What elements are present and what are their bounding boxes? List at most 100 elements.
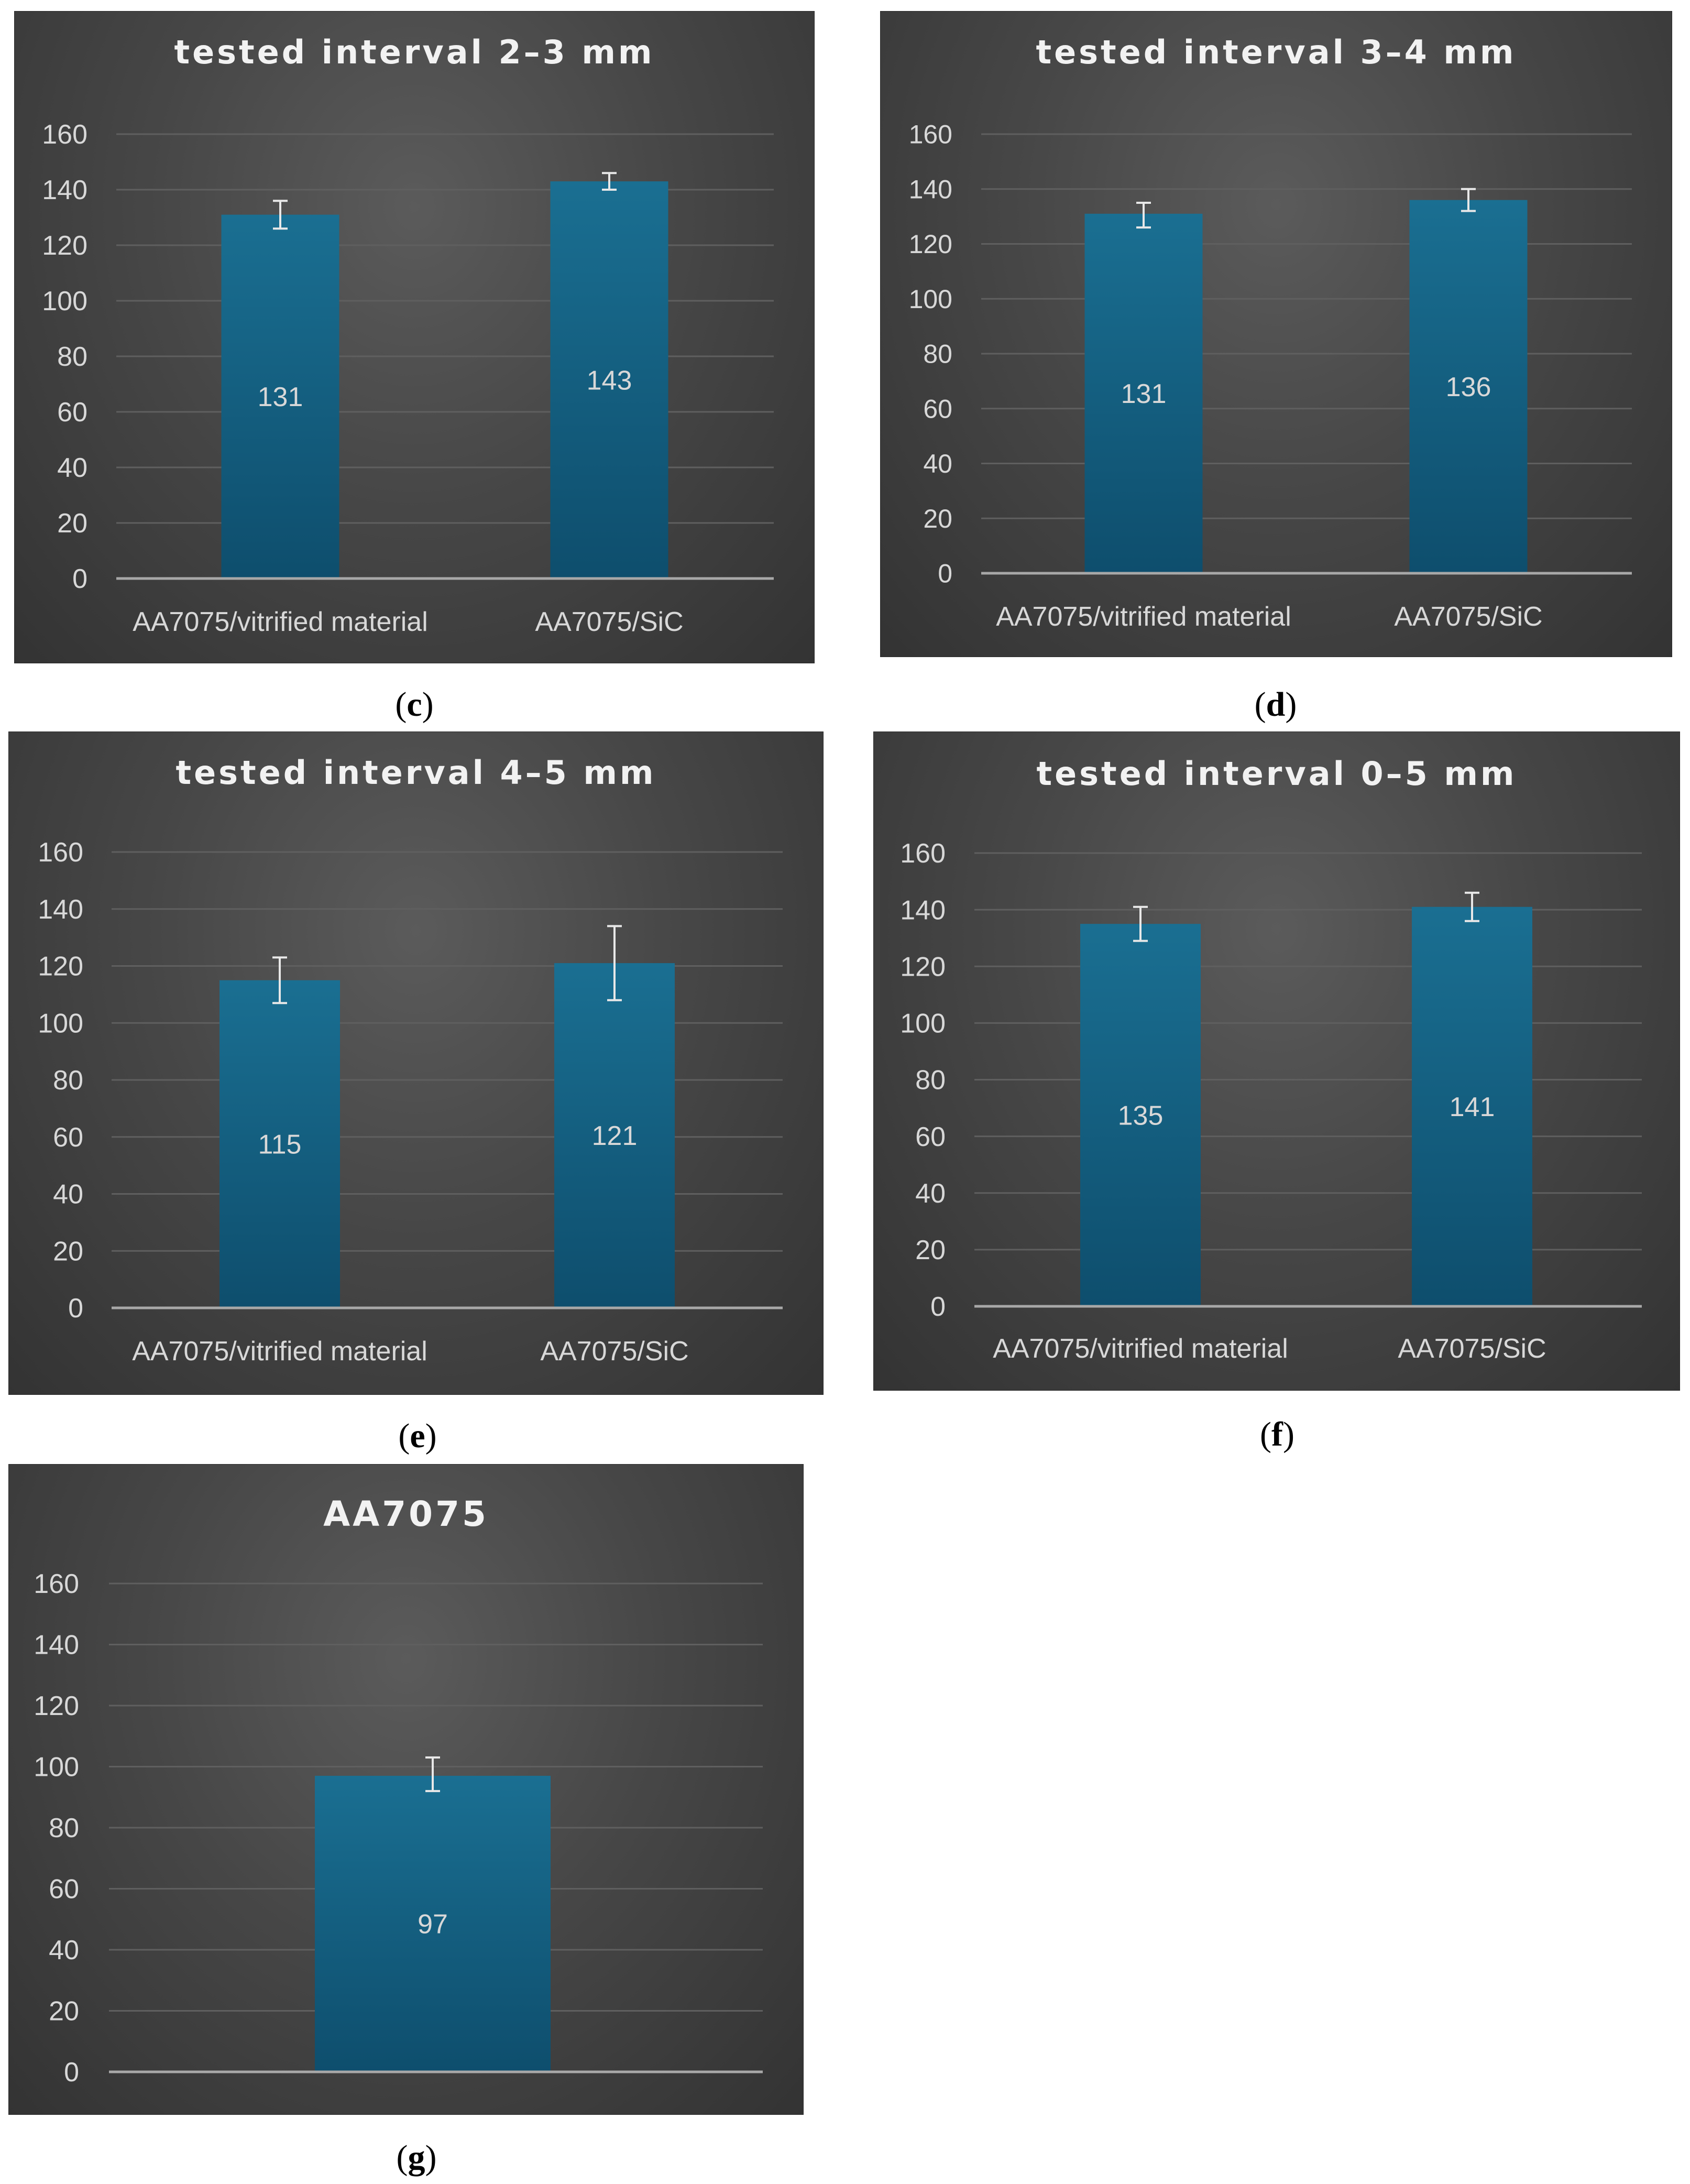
y-tick-label: 20 bbox=[915, 1235, 946, 1265]
bar bbox=[1409, 200, 1528, 573]
category-label: AA7075/SiC bbox=[540, 1336, 688, 1367]
chart-title: tested interval 0–5 mm bbox=[1036, 755, 1517, 793]
y-tick-label: 140 bbox=[900, 895, 946, 925]
chart-panel-g: AA7075 0 20 40 60 80 100 120 140 160 97 bbox=[8, 1464, 804, 2115]
data-label: 97 bbox=[418, 1909, 448, 1940]
y-tick-label: 60 bbox=[57, 397, 87, 428]
caption-letter: f bbox=[1271, 1415, 1283, 1454]
caption-d: (d) bbox=[1234, 687, 1318, 722]
y-tick-label: 100 bbox=[34, 1752, 79, 1783]
chart-svg-f: tested interval 0–5 mm 0 20 40 60 80 100 120 140… bbox=[900, 755, 1642, 1364]
category-label: AA7075/vitrified material bbox=[993, 1334, 1288, 1364]
chart-panel-d: tested interval 3–4 mm 0 20 40 60 80 100 120 140… bbox=[880, 11, 1672, 657]
caption-close: ) bbox=[1282, 1415, 1294, 1454]
y-tick-label: 100 bbox=[909, 285, 952, 314]
y-tick-label: 60 bbox=[49, 1874, 79, 1905]
y-tick-label: 40 bbox=[49, 1935, 79, 1965]
chart-title: tested interval 2–3 mm bbox=[174, 33, 654, 71]
caption-letter: c bbox=[407, 685, 422, 724]
data-label: 135 bbox=[1118, 1100, 1164, 1131]
data-label: 143 bbox=[587, 365, 632, 396]
y-tick-label: 160 bbox=[42, 119, 87, 150]
chart-panel-f: tested interval 0–5 mm 0 20 40 60 80 100 120 140… bbox=[873, 731, 1680, 1391]
bar bbox=[550, 181, 668, 579]
y-tick-label: 160 bbox=[34, 1569, 79, 1599]
y-tick-label: 100 bbox=[900, 1009, 946, 1039]
data-label: 136 bbox=[1446, 372, 1491, 402]
chart-panel-e: tested interval 4–5 mm 0 20 40 60 80 100 120 140… bbox=[8, 731, 824, 1395]
bar bbox=[554, 963, 675, 1308]
y-tick-label: 80 bbox=[53, 1065, 83, 1096]
y-tick-label: 120 bbox=[42, 231, 87, 261]
caption-letter: e bbox=[410, 1417, 425, 1455]
caption-close: ) bbox=[1285, 685, 1297, 724]
caption-open: ( bbox=[1260, 1415, 1271, 1454]
caption-letter: d bbox=[1266, 685, 1286, 724]
y-tick-label: 120 bbox=[909, 230, 952, 259]
data-label: 121 bbox=[592, 1121, 638, 1151]
chart-title: AA7075 bbox=[323, 1494, 489, 1534]
y-tick-label: 160 bbox=[900, 838, 946, 869]
y-tick-label: 80 bbox=[49, 1813, 79, 1843]
y-tick-label: 0 bbox=[64, 2057, 79, 2088]
bar bbox=[1080, 924, 1201, 1306]
y-tick-label: 160 bbox=[909, 120, 952, 149]
category-label: AA7075/vitrified material bbox=[132, 1336, 427, 1367]
category-label: AA7075/vitrified material bbox=[996, 602, 1291, 632]
chart-svg-g: AA7075 0 20 40 60 80 100 120 140 160 97 bbox=[34, 1494, 763, 2088]
category-label: AA7075/SiC bbox=[1398, 1334, 1546, 1364]
caption-c: (c) bbox=[372, 687, 456, 722]
y-tick-label: 140 bbox=[38, 894, 83, 925]
y-tick-label: 40 bbox=[923, 449, 952, 478]
y-tick-label: 160 bbox=[38, 837, 83, 868]
chart-svg-c: tested interval 2–3 mm 0 20 40 60 80 100 120 140… bbox=[42, 33, 774, 637]
y-tick-label: 40 bbox=[915, 1178, 946, 1209]
data-label: 141 bbox=[1450, 1092, 1495, 1122]
caption-letter: g bbox=[408, 2138, 425, 2177]
y-tick-label: 140 bbox=[909, 174, 952, 204]
caption-g: (g) bbox=[375, 2141, 458, 2175]
y-tick-label: 20 bbox=[923, 504, 952, 533]
y-tick-label: 60 bbox=[923, 394, 952, 423]
caption-open: ( bbox=[1254, 685, 1266, 724]
y-tick-label: 0 bbox=[930, 1292, 946, 1322]
bar bbox=[221, 214, 339, 578]
y-tick-label: 140 bbox=[34, 1630, 79, 1661]
y-tick-label: 100 bbox=[38, 1008, 83, 1039]
chart-title: tested interval 3–4 mm bbox=[1036, 33, 1516, 71]
caption-close: ) bbox=[425, 2138, 437, 2177]
y-tick-label: 80 bbox=[57, 342, 87, 372]
y-tick-label: 0 bbox=[938, 559, 952, 588]
y-tick-label: 120 bbox=[38, 952, 83, 982]
y-tick-label: 100 bbox=[42, 286, 87, 316]
y-tick-label: 20 bbox=[57, 508, 87, 539]
y-tick-label: 40 bbox=[57, 453, 87, 483]
y-tick-label: 0 bbox=[72, 564, 87, 594]
y-tick-label: 80 bbox=[915, 1065, 946, 1096]
chart-title: tested interval 4–5 mm bbox=[175, 754, 656, 792]
caption-close: ) bbox=[422, 685, 434, 724]
y-tick-label: 40 bbox=[53, 1180, 83, 1210]
y-tick-label: 60 bbox=[53, 1122, 83, 1153]
caption-open: ( bbox=[396, 2138, 408, 2177]
y-tick-label: 0 bbox=[68, 1293, 83, 1324]
caption-close: ) bbox=[425, 1417, 437, 1455]
chart-svg-d: tested interval 3–4 mm 0 20 40 60 80 100 120 140… bbox=[909, 33, 1632, 632]
data-label: 131 bbox=[258, 382, 303, 412]
y-tick-label: 80 bbox=[923, 340, 952, 369]
bar bbox=[220, 980, 340, 1308]
bar bbox=[1412, 907, 1532, 1306]
caption-open: ( bbox=[398, 1417, 410, 1455]
data-label: 115 bbox=[258, 1130, 302, 1160]
chart-panel-c: tested interval 2–3 mm 0 20 40 60 80 100 120 140… bbox=[14, 11, 815, 663]
y-tick-label: 120 bbox=[900, 952, 946, 982]
caption-open: ( bbox=[395, 685, 407, 724]
bar bbox=[1084, 213, 1203, 573]
y-tick-label: 20 bbox=[49, 1996, 79, 2027]
category-label: AA7075/SiC bbox=[1394, 602, 1542, 632]
caption-e: (e) bbox=[376, 1419, 459, 1454]
category-label: AA7075/vitrified material bbox=[133, 607, 428, 637]
data-label: 131 bbox=[1121, 379, 1167, 409]
bar bbox=[315, 1775, 551, 2072]
y-tick-label: 120 bbox=[34, 1691, 79, 1721]
